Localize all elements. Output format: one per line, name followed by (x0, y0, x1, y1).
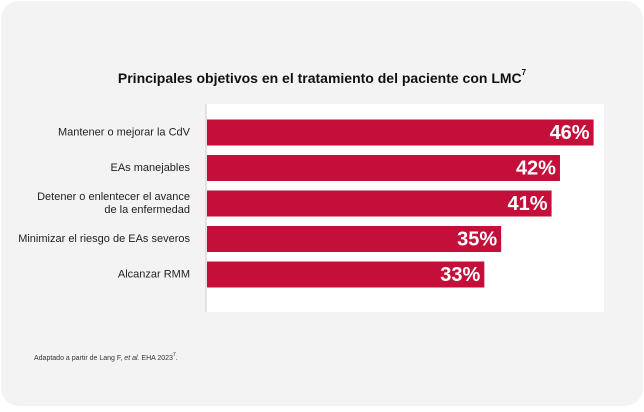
y-tick-label-line: de la enfermedad (104, 204, 190, 216)
value-label: 46% (550, 122, 590, 144)
y-tick-label-line: Detener o enlentecer el avance (37, 191, 190, 203)
bar (207, 155, 560, 181)
y-tick-label: Detener o enlentecer el avance de la enfe… (37, 191, 190, 216)
value-label: 42% (516, 157, 556, 179)
y-tick-label: Alcanzar RMM (118, 268, 190, 280)
bars: Mantener o mejorar la CdV 46% EAs manejabl… (18, 119, 594, 288)
footnote-sup: 7 (173, 352, 176, 358)
bar (207, 226, 502, 252)
title-sup: 7 (522, 68, 527, 77)
footnote-text: Adaptado a partir de Lang F, (34, 355, 124, 362)
y-tick-label: Minimizar el riesgo de EAs severos (18, 233, 190, 245)
bar (207, 119, 594, 146)
bar (207, 261, 485, 288)
y-tick-label: Mantener o mejorar la CdV (58, 126, 191, 138)
bar (207, 190, 552, 217)
value-label: 35% (457, 228, 497, 250)
title-text: Principales objetivos en el tratamiento … (118, 70, 522, 86)
footnote: Adaptado a partir de Lang F, et al. EHA … (34, 352, 178, 362)
value-label: 41% (508, 193, 548, 215)
footnote-italic: et al. (124, 355, 139, 362)
value-label: 33% (440, 264, 480, 286)
chart-title: Principales objetivos en el tratamiento … (118, 68, 527, 86)
footnote-text: . (176, 355, 178, 362)
footnote-text: EHA 2023 (139, 355, 173, 362)
y-tick-label: EAs manejables (111, 162, 191, 174)
